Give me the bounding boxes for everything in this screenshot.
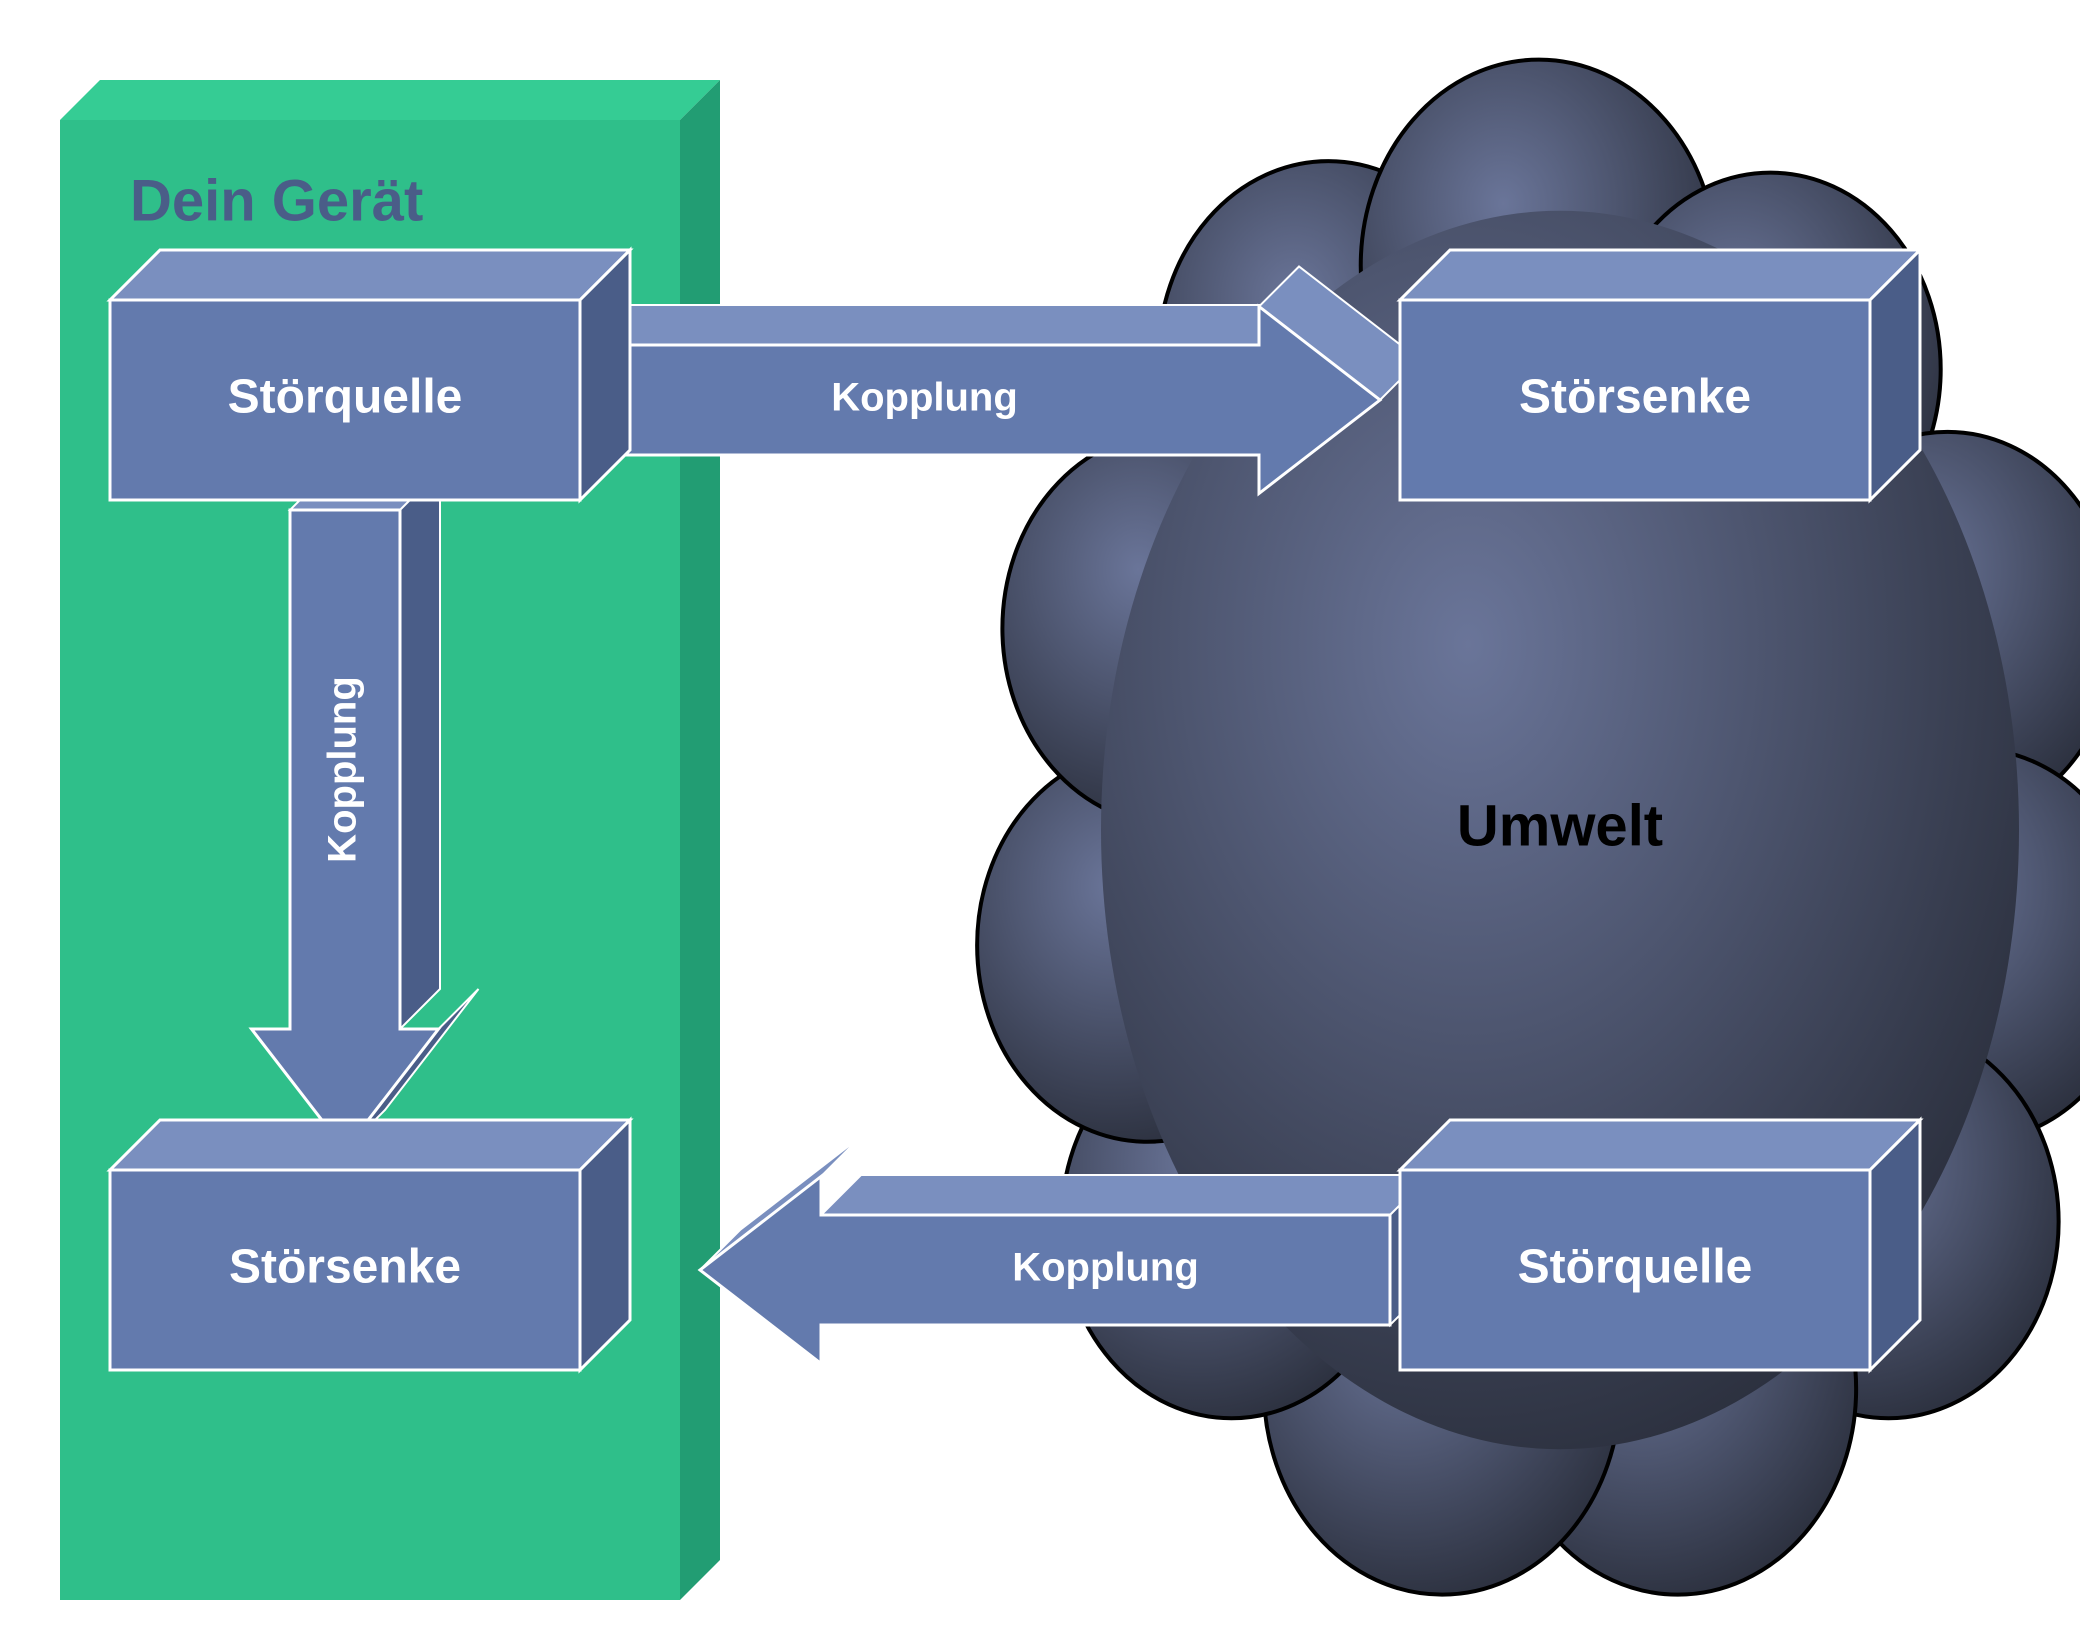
node-src_device: Störquelle [110, 250, 630, 500]
node-src_env: Störquelle [1400, 1120, 1920, 1370]
panel-title: Dein Gerät [130, 168, 423, 233]
node-snk_device: Störsenke [110, 1120, 630, 1370]
node-label: Störsenke [1519, 371, 1751, 424]
arrow-label: Kopplung [831, 376, 1018, 420]
node-snk_env: Störsenke [1400, 250, 1920, 500]
node-label: Störquelle [228, 371, 463, 424]
node-label: Störquelle [1518, 1241, 1753, 1294]
arrow-label: Kopplung [1012, 1246, 1199, 1290]
environment-label: Umwelt [1457, 793, 1663, 858]
diagram-root: Kopplung Kopplung Kopplung Störquelle Störse… [0, 0, 2080, 1640]
node-label: Störsenke [229, 1241, 461, 1294]
arrow-label: Kopplung [321, 676, 365, 863]
